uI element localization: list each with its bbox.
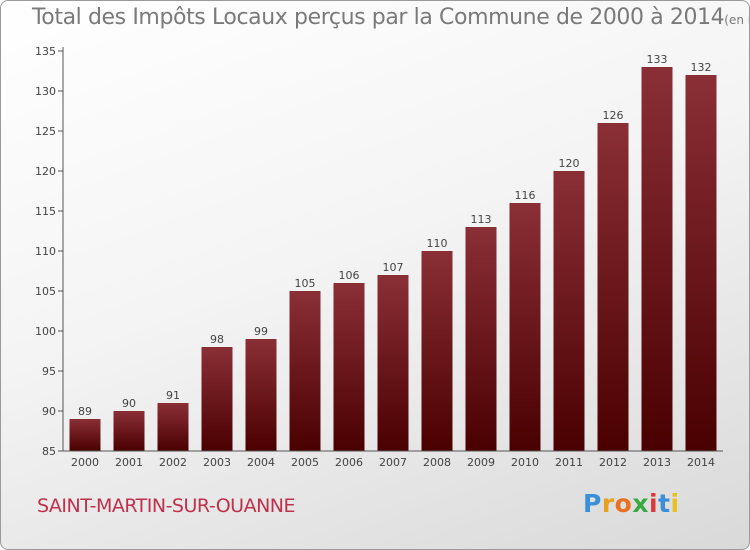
x-tick-label-2013: 2013: [643, 456, 671, 469]
x-tick-label-2004: 2004: [247, 456, 275, 469]
data-label-2010: 116: [515, 189, 536, 202]
commune-name: SAINT-MARTIN-SUR-OUANNE: [37, 495, 296, 517]
x-tick-label-2009: 2009: [467, 456, 495, 469]
bar-2001: [113, 411, 145, 451]
x-tick-label-2002: 2002: [159, 456, 187, 469]
logo-letter: P: [583, 489, 602, 518]
x-tick-label-2011: 2011: [555, 456, 583, 469]
bar-2010: [509, 203, 541, 451]
data-label-2009: 113: [471, 213, 492, 226]
data-label-2002: 91: [166, 389, 180, 402]
x-tick-label-2010: 2010: [511, 456, 539, 469]
bar-2005: [289, 291, 321, 451]
data-label-2013: 133: [647, 53, 668, 66]
x-tick-label-2005: 2005: [291, 456, 319, 469]
y-tick-label-85: 85: [42, 445, 56, 458]
data-label-2003: 98: [210, 333, 224, 346]
logo-letter: x: [632, 489, 649, 518]
bar-2003: [201, 347, 233, 451]
y-tick-label-130: 130: [35, 85, 56, 98]
data-label-2006: 106: [339, 269, 360, 282]
axes: 2000 2001 2002 2003 2004 2005 2006 2007 2008 2009…: [35, 45, 723, 469]
bar-2004: [245, 339, 277, 451]
bar-2014: [685, 75, 717, 451]
x-tick-label-2012: 2012: [599, 456, 627, 469]
chart-title: Total des Impôts Locaux perçus par la Co…: [32, 5, 749, 30]
logo-letter: r: [601, 489, 615, 518]
bar-2011: [553, 171, 585, 451]
logo-letter: o: [614, 489, 633, 518]
y-tick-label-120: 120: [35, 165, 56, 178]
data-label-2000: 89: [78, 405, 92, 418]
data-label-2012: 126: [603, 109, 624, 122]
x-tick-label-2014: 2014: [687, 456, 715, 469]
data-label-2014: 132: [691, 61, 712, 74]
y-tick-label-125: 125: [35, 125, 56, 138]
logo-letter: t: [658, 489, 671, 518]
data-label-2008: 110: [427, 237, 448, 250]
data-label-2007: 107: [383, 261, 404, 274]
x-tick-label-2006: 2006: [335, 456, 363, 469]
bar-2007: [377, 275, 409, 451]
chart-title-text: Total des Impôts Locaux perçus par la Co…: [32, 5, 725, 30]
bar-2008: [421, 251, 453, 451]
y-tick-label-110: 110: [35, 245, 56, 258]
bar-2000: [69, 419, 101, 451]
data-label-2001: 90: [122, 397, 136, 410]
y-tick-label-105: 105: [35, 285, 56, 298]
x-tick-label-2000: 2000: [71, 456, 99, 469]
bar-2012: [597, 123, 629, 451]
data-label-2005: 105: [295, 277, 316, 290]
bars-layer: 89 90 91 98 99 105 106 107 110 113 116 120 126 133 132: [69, 53, 717, 451]
x-tick-label-2007: 2007: [379, 456, 407, 469]
data-label-2004: 99: [254, 325, 268, 338]
logo-letter: i: [649, 489, 659, 518]
x-tick-label-2008: 2008: [423, 456, 451, 469]
y-tick-label-90: 90: [42, 405, 56, 418]
y-tick-label-135: 135: [35, 45, 56, 58]
y-tick-label-95: 95: [42, 365, 56, 378]
logo-letter: i: [670, 489, 680, 518]
y-tick-label-100: 100: [35, 325, 56, 338]
chart-unit-note: (en milliers d'€): [724, 13, 749, 27]
bar-2009: [465, 227, 497, 451]
bar-2013: [641, 67, 673, 451]
bar-2002: [157, 403, 189, 451]
proxiti-logo: Proxiti: [583, 489, 680, 518]
bar-2006: [333, 283, 365, 451]
x-tick-label-2003: 2003: [203, 456, 231, 469]
data-label-2011: 120: [559, 157, 580, 170]
y-tick-label-115: 115: [35, 205, 56, 218]
x-tick-label-2001: 2001: [115, 456, 143, 469]
